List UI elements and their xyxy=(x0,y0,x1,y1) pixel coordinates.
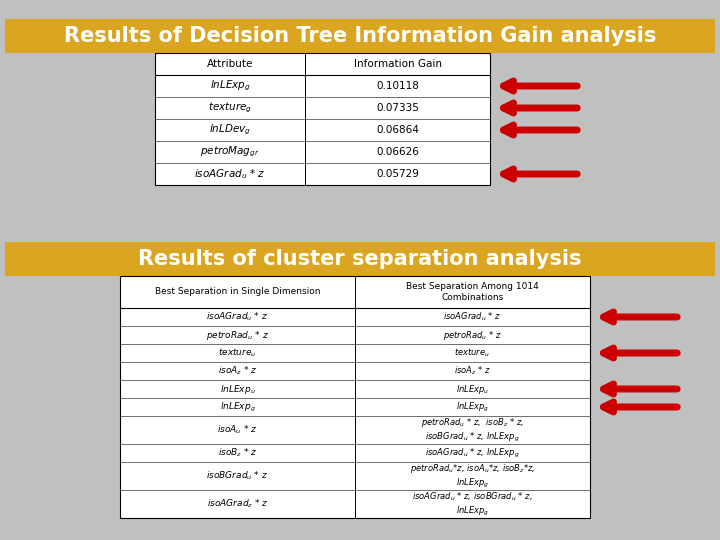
Text: Best Separation in Single Dimension: Best Separation in Single Dimension xyxy=(155,287,320,296)
Text: isoAGrad$_u$ * z: isoAGrad$_u$ * z xyxy=(444,310,502,323)
Text: petroRad$_u$*z, isoA$_u$*z, isoB$_z$*z,
lnLExp$_g$: petroRad$_u$*z, isoA$_u$*z, isoB$_z$*z, … xyxy=(410,462,535,490)
Text: isoB$_z$ * z: isoB$_z$ * z xyxy=(217,447,257,459)
FancyBboxPatch shape xyxy=(5,242,715,276)
Text: lnLExp$_g$: lnLExp$_g$ xyxy=(220,401,256,414)
Text: lnLExp$_u$: lnLExp$_u$ xyxy=(220,382,256,395)
Text: isoAGrad$_u$ * z: isoAGrad$_u$ * z xyxy=(194,167,266,181)
Text: isoAGrad$_u$ * z, isoBGrad$_u$ * z,
lnLExp$_g$: isoAGrad$_u$ * z, isoBGrad$_u$ * z, lnLE… xyxy=(412,490,533,518)
Text: Results of Decision Tree Information Gain analysis: Results of Decision Tree Information Gai… xyxy=(64,26,656,46)
Text: 0.05729: 0.05729 xyxy=(376,169,419,179)
Text: lnLExp$_g$: lnLExp$_g$ xyxy=(210,79,251,93)
Text: 0.06864: 0.06864 xyxy=(376,125,419,135)
Text: texture$_g$: texture$_g$ xyxy=(208,101,252,115)
Text: Attribute: Attribute xyxy=(207,59,253,69)
Text: texture$_u$: texture$_u$ xyxy=(454,347,490,359)
Text: isoAGrad$_z$ * z: isoAGrad$_z$ * z xyxy=(207,498,269,510)
Text: lnLExp$_g$: lnLExp$_g$ xyxy=(456,401,489,414)
Text: isoA$_u$ * z: isoA$_u$ * z xyxy=(217,424,258,436)
Text: petroRad$_u$ * z: petroRad$_u$ * z xyxy=(443,328,502,341)
Text: petroRad$_u$ * z,  isoB$_z$ * z,
isoBGrad$_u$ * z, lnLExp$_g$: petroRad$_u$ * z, isoB$_z$ * z, isoBGrad… xyxy=(421,416,524,444)
Text: isoA$_z$ * z: isoA$_z$ * z xyxy=(217,364,257,377)
Text: petroRad$_u$ * z: petroRad$_u$ * z xyxy=(206,328,269,341)
Text: Results of cluster separation analysis: Results of cluster separation analysis xyxy=(138,249,582,269)
Text: 0.10118: 0.10118 xyxy=(376,81,419,91)
FancyBboxPatch shape xyxy=(5,19,715,53)
Text: Information Gain: Information Gain xyxy=(354,59,441,69)
Text: lnLDev$_g$: lnLDev$_g$ xyxy=(209,123,251,137)
Text: Best Separation Among 1014
Combinations: Best Separation Among 1014 Combinations xyxy=(406,282,539,302)
Text: lnLExp$_u$: lnLExp$_u$ xyxy=(456,382,489,395)
Text: 0.06626: 0.06626 xyxy=(376,147,419,157)
Text: isoA$_z$ * z: isoA$_z$ * z xyxy=(454,364,491,377)
FancyBboxPatch shape xyxy=(120,276,590,518)
FancyBboxPatch shape xyxy=(155,53,490,185)
Text: texture$_u$: texture$_u$ xyxy=(218,347,257,359)
Text: 0.07335: 0.07335 xyxy=(376,103,419,113)
Text: isoBGrad$_u$ * z: isoBGrad$_u$ * z xyxy=(207,470,269,482)
Text: petroMag$_{gr}$: petroMag$_{gr}$ xyxy=(200,145,260,159)
Text: isoAGrad$_u$ * z, lnLExp$_g$: isoAGrad$_u$ * z, lnLExp$_g$ xyxy=(426,447,520,460)
Text: isoAGrad$_u$ * z: isoAGrad$_u$ * z xyxy=(207,310,269,323)
